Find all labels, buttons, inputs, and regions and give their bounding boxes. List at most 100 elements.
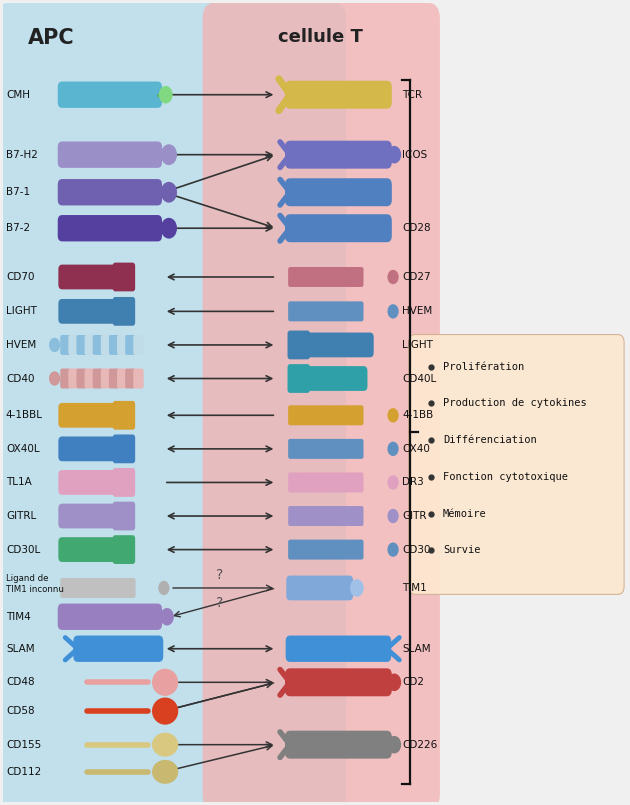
- Text: Production de cytokines: Production de cytokines: [443, 398, 587, 408]
- FancyBboxPatch shape: [84, 369, 95, 389]
- FancyBboxPatch shape: [109, 369, 119, 389]
- Text: GITRL: GITRL: [6, 511, 36, 521]
- FancyBboxPatch shape: [113, 435, 135, 463]
- FancyBboxPatch shape: [312, 539, 323, 559]
- FancyBboxPatch shape: [286, 576, 353, 601]
- FancyBboxPatch shape: [321, 267, 331, 287]
- FancyBboxPatch shape: [329, 439, 339, 459]
- FancyBboxPatch shape: [58, 81, 162, 108]
- Ellipse shape: [160, 608, 174, 625]
- Text: DR3: DR3: [403, 477, 424, 488]
- Text: ?: ?: [217, 568, 224, 581]
- Ellipse shape: [152, 697, 178, 724]
- FancyBboxPatch shape: [113, 468, 135, 497]
- FancyBboxPatch shape: [304, 439, 315, 459]
- FancyBboxPatch shape: [109, 335, 119, 355]
- FancyBboxPatch shape: [321, 473, 331, 493]
- Text: Prolifération: Prolifération: [443, 361, 524, 372]
- FancyBboxPatch shape: [329, 473, 339, 493]
- FancyBboxPatch shape: [68, 369, 79, 389]
- FancyBboxPatch shape: [113, 502, 135, 530]
- Text: CD40: CD40: [6, 374, 35, 383]
- FancyBboxPatch shape: [304, 506, 315, 526]
- FancyBboxPatch shape: [285, 731, 392, 758]
- FancyBboxPatch shape: [113, 535, 135, 564]
- FancyBboxPatch shape: [288, 405, 299, 425]
- Ellipse shape: [387, 270, 399, 284]
- FancyBboxPatch shape: [101, 369, 112, 389]
- Ellipse shape: [158, 580, 169, 595]
- Text: Différenciation: Différenciation: [443, 435, 537, 445]
- Text: CD112: CD112: [6, 767, 41, 777]
- Text: CD58: CD58: [6, 706, 35, 716]
- FancyBboxPatch shape: [312, 267, 323, 287]
- FancyBboxPatch shape: [113, 297, 135, 326]
- Text: CD40L: CD40L: [403, 374, 437, 383]
- Text: CMH: CMH: [6, 89, 30, 100]
- FancyBboxPatch shape: [337, 539, 347, 559]
- FancyBboxPatch shape: [329, 506, 339, 526]
- Text: Mémoire: Mémoire: [443, 509, 487, 518]
- Ellipse shape: [387, 442, 399, 456]
- Ellipse shape: [387, 543, 399, 557]
- FancyBboxPatch shape: [304, 267, 315, 287]
- Ellipse shape: [152, 760, 178, 784]
- FancyBboxPatch shape: [353, 439, 364, 459]
- FancyBboxPatch shape: [58, 215, 162, 241]
- FancyBboxPatch shape: [134, 369, 144, 389]
- FancyBboxPatch shape: [60, 335, 71, 355]
- FancyBboxPatch shape: [113, 401, 135, 430]
- Text: TL1A: TL1A: [6, 477, 32, 488]
- Ellipse shape: [387, 304, 399, 319]
- Text: CD30: CD30: [403, 545, 431, 555]
- FancyBboxPatch shape: [321, 405, 331, 425]
- FancyBboxPatch shape: [321, 439, 331, 459]
- FancyBboxPatch shape: [329, 301, 339, 321]
- Ellipse shape: [161, 218, 177, 238]
- Ellipse shape: [152, 669, 178, 696]
- FancyBboxPatch shape: [409, 335, 624, 594]
- FancyBboxPatch shape: [59, 265, 119, 289]
- FancyBboxPatch shape: [296, 301, 307, 321]
- FancyBboxPatch shape: [125, 335, 135, 355]
- Ellipse shape: [152, 733, 178, 757]
- FancyBboxPatch shape: [117, 369, 127, 389]
- FancyBboxPatch shape: [101, 578, 112, 598]
- Text: Fonction cytotoxique: Fonction cytotoxique: [443, 472, 568, 482]
- Text: OX40L: OX40L: [6, 444, 40, 454]
- Text: CD70: CD70: [6, 272, 35, 282]
- FancyBboxPatch shape: [321, 539, 331, 559]
- FancyBboxPatch shape: [60, 578, 71, 598]
- FancyBboxPatch shape: [93, 369, 103, 389]
- FancyBboxPatch shape: [345, 301, 355, 321]
- FancyBboxPatch shape: [59, 436, 119, 461]
- Text: cellule T: cellule T: [278, 28, 362, 47]
- FancyBboxPatch shape: [288, 473, 299, 493]
- Text: CD155: CD155: [6, 740, 41, 749]
- FancyBboxPatch shape: [321, 506, 331, 526]
- Text: TIM4: TIM4: [6, 612, 31, 621]
- FancyBboxPatch shape: [285, 635, 391, 662]
- FancyBboxPatch shape: [296, 405, 307, 425]
- FancyBboxPatch shape: [58, 604, 162, 630]
- Text: B7-H2: B7-H2: [6, 150, 38, 159]
- FancyBboxPatch shape: [76, 335, 87, 355]
- FancyBboxPatch shape: [125, 369, 135, 389]
- FancyBboxPatch shape: [288, 301, 299, 321]
- Ellipse shape: [387, 475, 399, 489]
- Ellipse shape: [387, 408, 399, 423]
- FancyBboxPatch shape: [304, 332, 374, 357]
- FancyBboxPatch shape: [59, 537, 119, 562]
- FancyBboxPatch shape: [345, 506, 355, 526]
- FancyBboxPatch shape: [288, 267, 299, 287]
- Text: TCR: TCR: [403, 89, 423, 100]
- Text: TIM1: TIM1: [403, 583, 427, 593]
- Text: LIGHT: LIGHT: [403, 340, 433, 350]
- FancyBboxPatch shape: [329, 267, 339, 287]
- FancyBboxPatch shape: [287, 331, 310, 359]
- FancyBboxPatch shape: [345, 405, 355, 425]
- FancyBboxPatch shape: [296, 473, 307, 493]
- FancyBboxPatch shape: [345, 267, 355, 287]
- FancyBboxPatch shape: [296, 539, 307, 559]
- Ellipse shape: [49, 338, 60, 352]
